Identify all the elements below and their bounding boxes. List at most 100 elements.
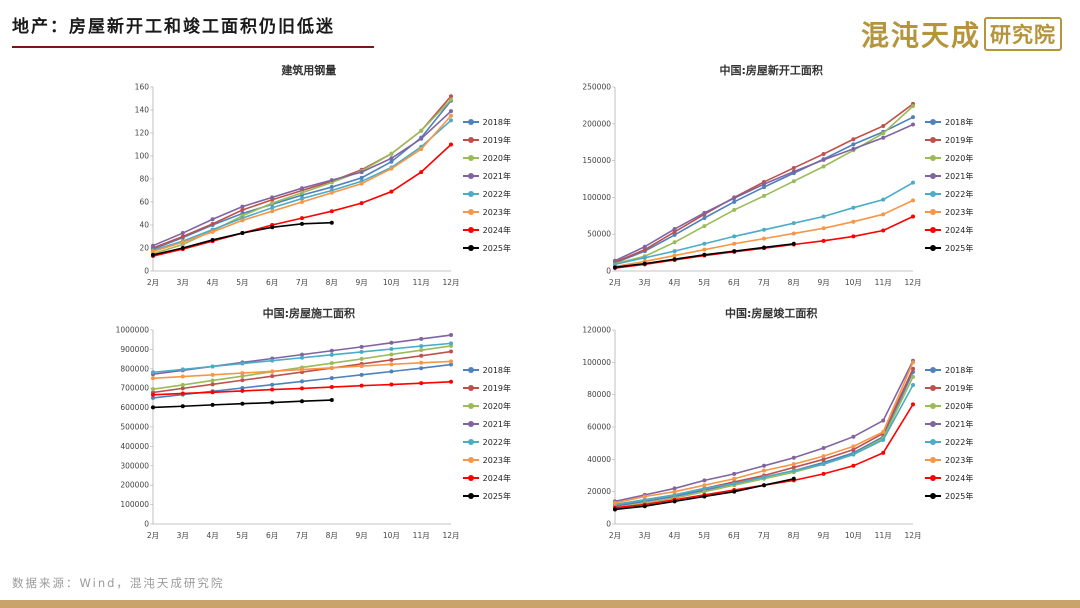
- chart-plot: 0 50000 100000 150000 200000 250000 2月 3月 4月 5月 6月…: [582, 83, 921, 288]
- legend-item: 2022年: [925, 189, 973, 200]
- legend-swatch-icon: [925, 457, 941, 463]
- svg-text:40000: 40000: [587, 455, 611, 464]
- chart-title: 中国:房屋竣工面积: [724, 307, 818, 320]
- chart-plot: 0 100000 200000 300000 400000 500000 600000 700…: [115, 326, 459, 541]
- svg-text:3月: 3月: [639, 531, 651, 540]
- legend-label: 2024年: [482, 225, 511, 235]
- svg-text:12月: 12月: [904, 278, 921, 287]
- legend-label: 2020年: [482, 401, 511, 411]
- legend-item: 2024年: [462, 473, 511, 484]
- legend-swatch-icon: [925, 403, 941, 409]
- chart-completed-area: 中国:房屋竣工面积 0 20000 40000 60000 80000 100000 120…: [569, 305, 973, 544]
- legend-label: 2022年: [482, 437, 511, 447]
- svg-text:200000: 200000: [120, 481, 149, 490]
- svg-text:8月: 8月: [325, 531, 337, 540]
- legend-item: 2020年: [462, 401, 511, 412]
- legend-item: 2019年: [462, 135, 511, 146]
- legend-swatch-icon: [462, 439, 479, 445]
- header-divider: [12, 46, 374, 48]
- svg-text:250000: 250000: [582, 83, 611, 92]
- legend-item: 2022年: [925, 437, 973, 448]
- legend-item: 2025年: [462, 243, 511, 254]
- svg-text:7月: 7月: [758, 278, 770, 287]
- legend-swatch-icon: [925, 173, 941, 179]
- legend-swatch-icon: [925, 439, 941, 445]
- legend-swatch-icon: [462, 421, 479, 427]
- svg-text:40: 40: [139, 221, 149, 230]
- legend-item: 2023年: [462, 455, 511, 466]
- svg-text:5月: 5月: [236, 531, 248, 540]
- svg-text:12月: 12月: [442, 531, 459, 540]
- logo-box-text: 研究院: [984, 17, 1062, 51]
- svg-text:20: 20: [139, 244, 149, 253]
- chart-legend: 2018年 2019年 2020年 2021年 2022年 2023年 2024年 2025年: [462, 365, 511, 502]
- legend-item: 2025年: [925, 243, 973, 254]
- svg-text:800000: 800000: [120, 364, 149, 373]
- legend-item: 2025年: [925, 491, 973, 502]
- legend-label: 2023年: [482, 207, 511, 217]
- svg-text:9月: 9月: [817, 278, 829, 287]
- svg-text:9月: 9月: [355, 531, 367, 540]
- svg-text:6月: 6月: [266, 278, 278, 287]
- legend-swatch-icon: [925, 209, 941, 215]
- legend-item: 2018年: [925, 117, 973, 128]
- legend-label: 2022年: [482, 189, 511, 199]
- svg-text:11月: 11月: [412, 531, 429, 540]
- legend-item: 2021年: [925, 419, 973, 430]
- svg-text:0: 0: [606, 520, 611, 529]
- legend-swatch-icon: [462, 227, 479, 233]
- svg-text:2月: 2月: [147, 531, 159, 540]
- legend-label: 2025年: [945, 491, 974, 501]
- legend-label: 2025年: [482, 243, 511, 253]
- legend-label: 2018年: [482, 365, 511, 375]
- legend-swatch-icon: [925, 367, 941, 373]
- legend-item: 2019年: [462, 383, 511, 394]
- legend-swatch-icon: [462, 475, 479, 481]
- legend-label: 2020年: [482, 153, 511, 163]
- legend-swatch-icon: [462, 367, 479, 373]
- legend-item: 2024年: [462, 225, 511, 236]
- legend-swatch-icon: [462, 385, 479, 391]
- svg-text:3月: 3月: [639, 278, 651, 287]
- legend-item: 2018年: [462, 117, 511, 128]
- legend-label: 2019年: [482, 383, 511, 393]
- svg-text:300000: 300000: [120, 461, 149, 470]
- legend-label: 2024年: [945, 225, 974, 235]
- svg-text:4月: 4月: [668, 531, 680, 540]
- chart-body: 0 20 40 60 80 100 120 140 160 2月 3月 4月 5月 6月 7月 8月 9月 10月…: [107, 79, 511, 291]
- svg-text:0: 0: [144, 267, 149, 276]
- svg-text:900000: 900000: [120, 345, 149, 354]
- legend-item: 2022年: [462, 437, 511, 448]
- svg-text:400000: 400000: [120, 442, 149, 451]
- legend-item: 2021年: [925, 171, 973, 182]
- legend-swatch-icon: [462, 245, 479, 251]
- legend-label: 2025年: [945, 243, 974, 253]
- svg-text:3月: 3月: [176, 531, 188, 540]
- svg-text:4月: 4月: [206, 278, 218, 287]
- svg-text:10月: 10月: [383, 531, 400, 540]
- chart-body: 0 50000 100000 150000 200000 250000 2月 3月 4月 5月 6月…: [569, 79, 973, 291]
- svg-text:0: 0: [606, 267, 611, 276]
- legend-swatch-icon: [925, 245, 941, 251]
- legend-item: 2020年: [462, 153, 511, 164]
- chart-legend: 2018年 2019年 2020年 2021年 2022年 2023年 2024年 2025年: [462, 117, 511, 254]
- chart-plot: 0 20 40 60 80 100 120 140 160 2月 3月 4月 5月 6月 7月 8月 9月 10月…: [134, 83, 458, 288]
- svg-text:5月: 5月: [236, 278, 248, 287]
- svg-text:10月: 10月: [845, 531, 862, 540]
- svg-text:1000000: 1000000: [115, 326, 149, 335]
- legend-label: 2018年: [945, 117, 974, 127]
- legend-label: 2022年: [945, 437, 974, 447]
- svg-text:7月: 7月: [296, 531, 308, 540]
- svg-text:6月: 6月: [728, 278, 740, 287]
- chart-legend: 2018年 2019年 2020年 2021年 2022年 2023年 2024年 2025年: [925, 117, 973, 254]
- legend-swatch-icon: [925, 475, 941, 481]
- legend-label: 2021年: [482, 171, 511, 181]
- svg-text:700000: 700000: [120, 384, 149, 393]
- svg-text:100000: 100000: [120, 500, 149, 509]
- legend-label: 2025年: [482, 491, 511, 501]
- svg-text:7月: 7月: [758, 531, 770, 540]
- legend-swatch-icon: [925, 227, 941, 233]
- legend-item: 2019年: [925, 383, 973, 394]
- legend-swatch-icon: [925, 191, 941, 197]
- svg-text:10月: 10月: [845, 278, 862, 287]
